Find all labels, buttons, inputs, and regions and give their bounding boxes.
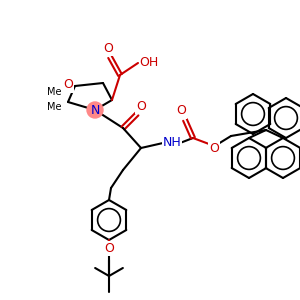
Text: O: O [176,104,186,118]
Text: O: O [63,79,73,92]
Text: OH: OH [140,56,159,68]
Text: Me: Me [47,102,61,112]
Text: O: O [136,100,146,112]
Text: O: O [103,41,113,55]
Text: N: N [90,103,100,116]
Text: O: O [209,142,219,154]
Text: NH: NH [163,136,182,149]
Circle shape [87,102,103,118]
Text: O: O [104,242,114,254]
Text: Me: Me [47,87,61,97]
